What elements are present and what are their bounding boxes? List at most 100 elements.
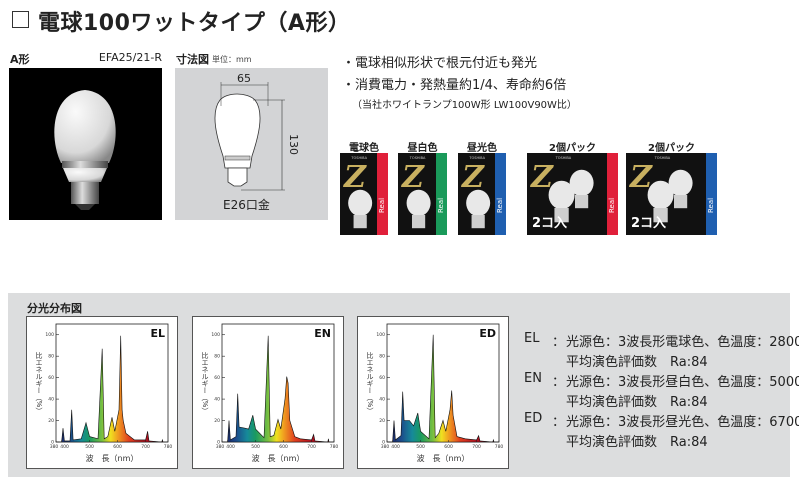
package-color-strip: [377, 153, 388, 235]
legend-code: ED: [524, 411, 543, 426]
package-image: TOSHIBA Z Real 2コ入: [527, 153, 618, 235]
x-tick-label: 380: [50, 444, 59, 450]
pack-count-text: 2コ入: [631, 216, 666, 231]
y-axis-label: 比エネルギー（%）: [35, 351, 43, 414]
spectrum-chart-el: 0 20 40 60 80 100 380 400 500 600 700 780 EL 波 長（nm） 比…: [26, 316, 178, 469]
y-tick-label: 20: [48, 418, 54, 424]
sub-logo: Real: [707, 198, 715, 213]
y-tick-label: 20: [214, 418, 220, 424]
feature-note: （当社ホワイトランプ100W形 LW100V90W比）: [352, 100, 577, 111]
x-axis-label: 波 長（nm）: [86, 453, 139, 463]
feature-item: ・消費電力・発熱量約1/4、寿命約6倍: [342, 78, 567, 93]
spectrum-area: [222, 335, 334, 443]
chart-svg: 0 20 40 60 80 100 380 400 500 600 700 780 ED 波 長（nm） 比…: [366, 323, 504, 463]
x-axis-label: 波 長（nm）: [417, 453, 470, 463]
y-tick-label: 80: [48, 354, 54, 360]
sub-logo: Real: [437, 198, 445, 213]
chart-svg: 0 20 40 60 80 100 380 400 500 600 700 780 EN 波 長（nm） 比…: [201, 323, 338, 463]
bulb-image: [54, 90, 116, 210]
package-label: 昼光色: [467, 143, 497, 154]
y-tick-label: 60: [214, 375, 220, 381]
x-tick-label: 380: [216, 444, 225, 450]
spectrum-title: 分光分布図: [27, 302, 82, 315]
brand-logo: TOSHIBA: [409, 156, 426, 160]
legend-text: 平均演色評価数 Ra:84: [566, 435, 708, 450]
x-tick-label: 600: [279, 444, 288, 450]
y-tick-label: 20: [379, 418, 385, 424]
y-tick-label: 100: [45, 332, 54, 338]
y-tick-label: 100: [211, 332, 220, 338]
title-square-icon: [12, 11, 29, 28]
package-label: 昼白色: [407, 143, 438, 154]
chart-title: ED: [479, 327, 496, 340]
x-tick-label: 500: [85, 444, 94, 450]
y-axis-label: 比エネルギー（%）: [366, 351, 374, 414]
y-tick-label: 80: [214, 354, 220, 360]
y-tick-label: 40: [48, 397, 54, 403]
bulb-base: [575, 195, 589, 209]
z-logo: Z: [401, 160, 425, 195]
x-tick-label: 780: [164, 444, 173, 450]
product-photo: [9, 68, 162, 220]
bulb-shape: [466, 189, 491, 217]
package-color-strip: [495, 153, 506, 235]
bulb-base: [653, 208, 668, 223]
dimension-outline: [214, 82, 285, 191]
sub-logo: Real: [378, 198, 386, 213]
legend-code: EL: [524, 331, 540, 346]
x-tick-label: 500: [251, 444, 260, 450]
width-dimension: 65: [237, 72, 251, 85]
brand-logo: TOSHIBA: [555, 156, 572, 160]
x-tick-label: 700: [472, 444, 481, 450]
x-tick-label: 700: [141, 444, 150, 450]
x-tick-label: 700: [307, 444, 316, 450]
bulb-shape: [548, 180, 575, 210]
legend-text: 平均演色評価数 Ra:84: [566, 355, 708, 370]
x-tick-label: 600: [113, 444, 122, 450]
bulb-shape: [668, 169, 693, 197]
chart-svg: 0 20 40 60 80 100 380 400 500 600 700 780 EL 波 長（nm） 比…: [35, 323, 173, 463]
brand-logo: TOSHIBA: [654, 156, 671, 160]
dimension-drawing: 65 130 E26口金: [175, 68, 328, 220]
y-tick-label: 0: [382, 440, 385, 446]
package-color-strip: [436, 153, 447, 235]
x-tick-label: 380: [381, 444, 390, 450]
legend-text: 光源色：3波長形昼光色、色温度：6700K、: [566, 415, 799, 430]
spectrum-area: [56, 335, 168, 443]
model-number: EFA25/21-R: [98, 51, 162, 64]
chart-title: EL: [150, 327, 165, 340]
x-tick-label: 400: [60, 444, 69, 450]
spectrum-chart-en: 0 20 40 60 80 100 380 400 500 600 700 780 EN 波 長（nm） 比…: [192, 316, 344, 469]
y-tick-label: 100: [376, 332, 385, 338]
pack-count-text: 2コ入: [532, 216, 567, 231]
brand-logo: TOSHIBA: [468, 156, 485, 160]
y-tick-label: 60: [379, 375, 385, 381]
package-image: TOSHIBA Z Real: [340, 153, 388, 235]
bulb-shape: [348, 189, 373, 217]
package-label: 2個パック: [549, 143, 596, 154]
z-logo: Z: [343, 160, 367, 195]
y-tick-label: 0: [51, 440, 54, 446]
page-title: 電球100ワットタイプ（A形）: [38, 11, 351, 36]
package-label: 電球色: [349, 143, 379, 154]
package-image: TOSHIBA Z Real 2コ入: [626, 153, 717, 235]
bulb-shape: [647, 180, 674, 210]
x-tick-label: 500: [416, 444, 425, 450]
x-tick-label: 400: [391, 444, 400, 450]
x-tick-label: 400: [226, 444, 235, 450]
bulb-shape: [406, 189, 431, 217]
bulb-shape: [569, 169, 594, 197]
height-dimension: 130: [287, 134, 300, 155]
x-tick-label: 600: [444, 444, 453, 450]
sub-logo: Real: [608, 198, 616, 213]
y-tick-label: 0: [217, 440, 220, 446]
x-tick-label: 780: [495, 444, 504, 450]
spectrum-chart-ed: 0 20 40 60 80 100 380 400 500 600 700 780 ED 波 長（nm） 比…: [357, 316, 509, 469]
z-logo: Z: [461, 160, 485, 195]
legend-code: EN: [524, 371, 542, 386]
legend-text: 光源色：3波長形昼白色、色温度：5000K、: [566, 375, 799, 390]
package-color-strip: [706, 153, 717, 235]
bulb-base: [471, 215, 485, 229]
brand-logo: TOSHIBA: [350, 156, 367, 160]
base-type: E26口金: [223, 198, 270, 212]
